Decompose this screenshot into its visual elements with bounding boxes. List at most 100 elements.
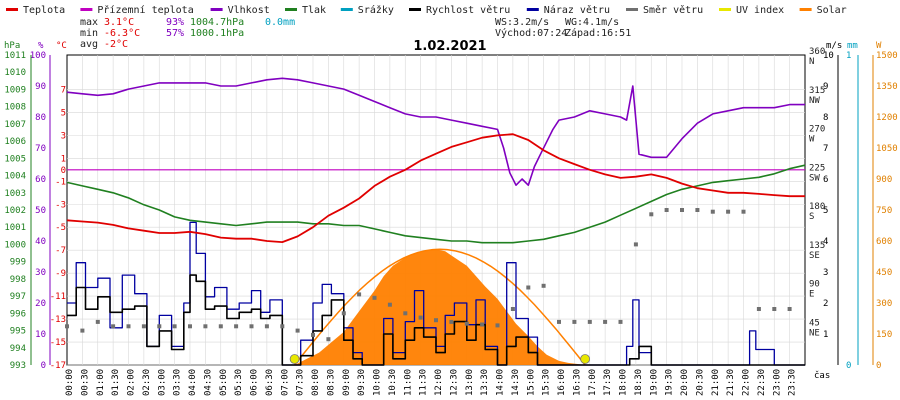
legend-swatch [526,8,539,11]
legend-label: Přízemní teplota [97,4,193,16]
humidity-tick-label: 70 [35,144,46,154]
stats-block: max 3.1°C 93% 1004.7hPa 0.0mm min -6.3°C… [80,17,295,50]
pressure-tick-label: 1002 [4,206,26,216]
wind-direction-point [464,321,469,326]
direction-tick-label: SW [809,173,820,183]
chart-legend: Teplota Přízemní teplota Vlhkost Tlak Srážky… [6,4,847,16]
wind-direction-point [633,242,638,247]
precip-tick-label: 1 [846,51,851,61]
time-tick-label: 11:30 [419,369,429,396]
direction-tick-label: 315 [809,86,825,96]
pressure-line [66,164,806,244]
unit-labels: hPa % °C m/s mm W čas [4,41,882,381]
time-tick-label: 08:00 [311,369,321,396]
pressure-tick-label: 1000 [4,240,26,250]
wind-direction-point [418,315,423,320]
sunrise-info: Východ:07:24 [495,27,567,39]
wind-direction-point [526,285,531,290]
legend-label: UV index [736,5,784,16]
pressure-tick-label: 1005 [4,154,26,164]
time-tick-label: 13:00 [465,369,475,396]
legend-swatch [409,8,421,11]
legend-label: Vlhkost [228,5,270,16]
solar-tick-label: 1200 [876,113,898,123]
legend-label: Rychlost větru [426,4,510,16]
temperature-line [66,133,805,243]
wind-direction-point [280,324,285,329]
humidity-tick-label: 90 [35,82,46,92]
stat-avg-label: avg [80,39,98,50]
humidity-tick-label: 0 [41,361,46,371]
wind-direction-point [618,319,623,324]
time-tick-label: 20:00 [680,369,690,396]
direction-tick-label: 45 [809,318,820,328]
wind-direction-point [480,322,485,327]
time-tick-label: 02:00 [127,369,137,396]
time-tick-label: 10:30 [388,369,398,396]
legend-label: Teplota [23,5,65,16]
direction-tick-label: S [809,212,814,222]
pressure-tick-label: 1011 [4,51,26,61]
humidity-tick-label: 80 [35,113,46,123]
wind-direction-point [80,328,85,333]
wind-direction-point [387,302,392,307]
wind-tick-label: 3 [823,268,828,278]
wind-tick-label: 1 [823,330,828,340]
wind-direction-point [649,212,654,217]
time-tick-label: 04:30 [203,369,213,396]
pressure-tick-label: 1009 [4,85,26,95]
time-tick-label: 06:30 [265,369,275,396]
wind-direction-point [787,307,792,311]
direction-tick-label: 270 [809,125,825,135]
time-tick-label: 12:30 [449,369,459,396]
unit-time: čas [814,370,830,381]
unit-celsius: °C [56,41,67,51]
direction-tick-label: NE [809,328,820,338]
time-tick-label: 00:30 [80,369,90,396]
time-tick-label: 19:30 [665,369,675,396]
humidity-tick-label: 10 [35,330,46,340]
solar-tick-label: 750 [876,206,892,216]
time-tick-label: 05:30 [234,369,244,396]
temp-tick-label: 7 [61,85,66,95]
sun-arc [294,248,586,366]
humidity-tick-label: 100 [30,51,46,61]
direction-tick-label: W [809,135,815,145]
pressure-tick-label: 993 [10,361,26,371]
solar-tick-label: 900 [876,175,892,185]
sunrise-marker [289,354,300,364]
pressure-tick-label: 999 [10,258,26,268]
legend-swatch [285,8,297,11]
pressure-tick-label: 1006 [4,137,26,147]
time-tick-label: 03:00 [157,369,167,396]
wind-direction-point [157,324,162,329]
time-tick-label: 13:30 [480,369,490,396]
time-tick-label: 02:30 [142,369,152,396]
direction-tick-label: N [809,57,814,67]
temp-tick-label: 3 [61,131,66,141]
unit-mm: mm [847,41,858,51]
time-tick-label: 00:00 [65,369,75,396]
stat-max-hum: 93% [166,17,184,28]
precip-tick-label: 0 [846,361,851,371]
humidity-tick-label: 30 [35,268,46,278]
temp-tick-label: -1 [55,177,66,187]
solar-tick-label: 0 [876,361,881,371]
pressure-tick-label: 1001 [4,223,26,233]
sunset-info: Západ:16:51 [565,27,631,39]
legend-swatch [80,8,93,11]
wind-direction-point [326,337,331,342]
time-tick-label: 07:00 [280,369,290,396]
time-tick-label: 01:00 [96,369,106,396]
legend-label: Náraz větru [544,4,610,16]
temp-tick-label: -3 [55,200,66,210]
time-tick-label: 18:00 [619,369,629,396]
time-tick-label: 03:30 [173,369,183,396]
stat-min-hum: 57% [166,28,184,39]
time-tick-label: 16:30 [572,369,582,396]
humidity-line [66,77,805,186]
wind-direction-point [172,324,177,329]
time-tick-label: 20:30 [695,369,705,396]
wind-direction-point [264,324,269,329]
